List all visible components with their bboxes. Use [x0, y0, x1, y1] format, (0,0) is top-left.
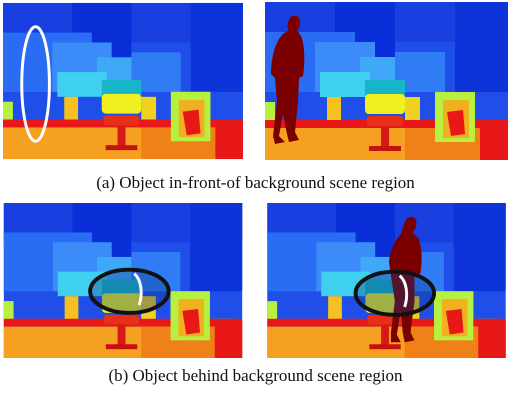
caption-a: (a) Object in-front-of background scene …	[96, 173, 415, 192]
highlight-ellipse	[88, 267, 171, 315]
person-silhouette	[388, 216, 422, 343]
boundary-curve	[398, 274, 409, 308]
depth-map-panel-b-person-behind	[265, 203, 508, 358]
depth-map-panel-b-empty	[3, 203, 243, 358]
person-silhouette	[271, 15, 305, 144]
highlight-ellipse	[20, 25, 51, 143]
boundary-curve	[133, 272, 143, 306]
depth-map-panel-a-empty	[3, 2, 243, 160]
depth-map-panel-a-person-front	[265, 2, 508, 160]
caption-b: (b) Object behind background scene regio…	[108, 366, 403, 385]
highlight-ellipse	[353, 269, 437, 317]
